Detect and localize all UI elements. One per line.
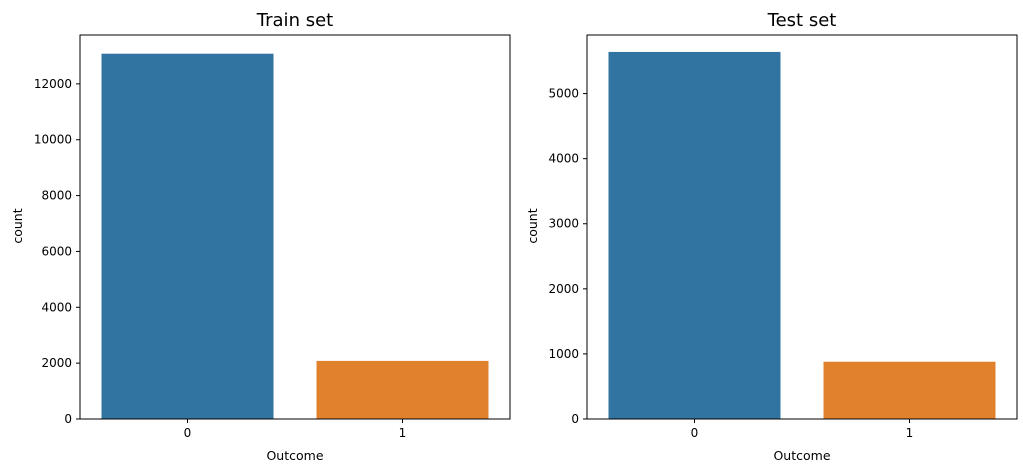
- y-tick-label: 6000: [41, 244, 72, 258]
- chart-title: Test set: [767, 10, 837, 31]
- x-axis-label: Outcome: [773, 448, 830, 463]
- bar-0: [608, 51, 781, 420]
- x-tick-label: 1: [399, 426, 407, 440]
- x-axis-label: Outcome: [266, 448, 323, 463]
- chart-title: Train set: [256, 10, 333, 31]
- y-tick-label: 1000: [548, 347, 579, 361]
- test-set-chart: Test set Outcome count 0 1000 2000 3000 4000…: [525, 10, 1018, 463]
- y-tick-label: 5000: [548, 87, 579, 101]
- y-axis-label: count: [525, 208, 540, 243]
- y-tick-label: 10000: [34, 133, 72, 147]
- bars: [101, 53, 489, 419]
- bars: [608, 51, 996, 420]
- train-set-chart: Train set Outcome count 0 2000 4000 6000 800…: [10, 10, 511, 463]
- y-tick-label: 8000: [41, 189, 72, 203]
- bar-1: [316, 360, 489, 419]
- x-tick-label: 0: [691, 426, 699, 440]
- y-tick-label: 2000: [548, 282, 579, 296]
- plot-frame: [586, 34, 1018, 420]
- y-ticks: 0 1000 2000 3000 4000 5000: [548, 87, 587, 426]
- y-tick-label: 0: [64, 412, 72, 426]
- bar-0: [101, 53, 274, 419]
- y-tick-label: 0: [571, 412, 579, 426]
- y-tick-label: 4000: [41, 300, 72, 314]
- y-ticks: 0 2000 4000 6000 8000 10000 12000: [34, 77, 80, 426]
- y-tick-label: 12000: [34, 77, 72, 91]
- x-tick-label: 1: [906, 426, 914, 440]
- y-tick-label: 2000: [41, 356, 72, 370]
- y-axis-label: count: [10, 208, 25, 243]
- x-tick-label: 0: [184, 426, 192, 440]
- y-tick-label: 4000: [548, 152, 579, 166]
- bar-1: [823, 361, 996, 419]
- plot-frame: [79, 34, 511, 420]
- y-tick-label: 3000: [548, 217, 579, 231]
